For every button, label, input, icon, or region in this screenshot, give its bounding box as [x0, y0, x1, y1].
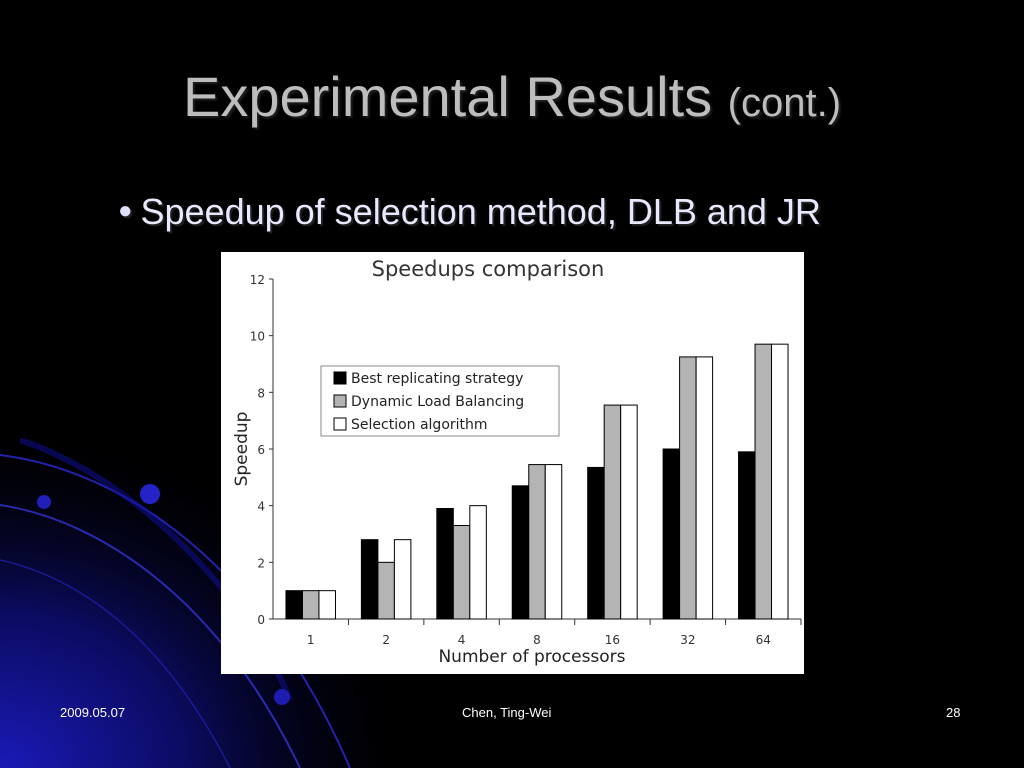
chart-title: Speedups comparison: [372, 257, 605, 281]
y-tick-label: 6: [257, 443, 265, 457]
bar: [662, 448, 681, 620]
x-tick-label: 8: [533, 633, 541, 647]
legend-label: Dynamic Load Balancing: [351, 394, 524, 410]
footer-author: Chen, Ting-Wei: [462, 705, 552, 720]
footer-date: 2009.05.07: [60, 705, 126, 720]
slide-title: Experimental Results (cont.): [0, 62, 1024, 138]
y-tick-label: 2: [257, 556, 265, 570]
legend-label: Selection algorithm: [351, 417, 488, 433]
y-tick-label: 0: [257, 613, 265, 627]
bar: [511, 485, 530, 620]
chart-container: Speedups comparison 0 2 4 6 8 10 12 Speedup 1 2 4 8 1…: [221, 252, 804, 674]
legend-swatch: [333, 394, 347, 408]
title-text: Experimental Results: [182, 65, 713, 128]
bar: [738, 451, 756, 620]
bar: [393, 539, 412, 620]
bar: [587, 466, 605, 620]
x-tick-label: 1: [307, 633, 315, 647]
bar: [452, 525, 471, 620]
bar: [301, 590, 320, 620]
bar: [771, 343, 789, 620]
bar: [469, 505, 487, 620]
y-tick-label: 12: [250, 273, 265, 287]
legend-swatch: [333, 417, 347, 431]
x-tick-label: 4: [458, 633, 466, 647]
x-tick-label: 32: [680, 633, 695, 647]
legend-swatch: [333, 371, 347, 385]
legend-box: [320, 365, 560, 437]
y-tick-label: 10: [250, 330, 265, 344]
legend-label: Best replicating strategy: [351, 371, 523, 387]
bullet-icon: ●: [118, 197, 133, 224]
bar: [620, 404, 638, 620]
bar: [436, 508, 454, 620]
bar: [754, 343, 773, 620]
y-tick-label: 8: [257, 386, 265, 400]
title-suffix: (cont.): [727, 81, 842, 125]
x-axis-label: Number of processors: [438, 647, 625, 667]
x-tick-label: 16: [605, 633, 620, 647]
x-tick-label: 64: [756, 633, 771, 647]
bar: [285, 590, 303, 620]
y-tick-label: 4: [257, 500, 265, 514]
bar: [318, 590, 336, 620]
footer-page-number: 28: [946, 705, 961, 720]
bar: [603, 404, 622, 620]
bar: [360, 539, 379, 620]
bar: [377, 561, 395, 620]
bar: [695, 356, 714, 620]
y-axis-label: Speedup: [232, 412, 252, 487]
bar: [544, 464, 563, 620]
bullet-point: ● Speedup of selection method, DLB and JR: [118, 188, 821, 235]
x-tick-label: 2: [382, 633, 390, 647]
bar: [528, 464, 546, 620]
bar: [679, 356, 697, 620]
bullet-text: Speedup of selection method, DLB and JR: [140, 191, 821, 232]
